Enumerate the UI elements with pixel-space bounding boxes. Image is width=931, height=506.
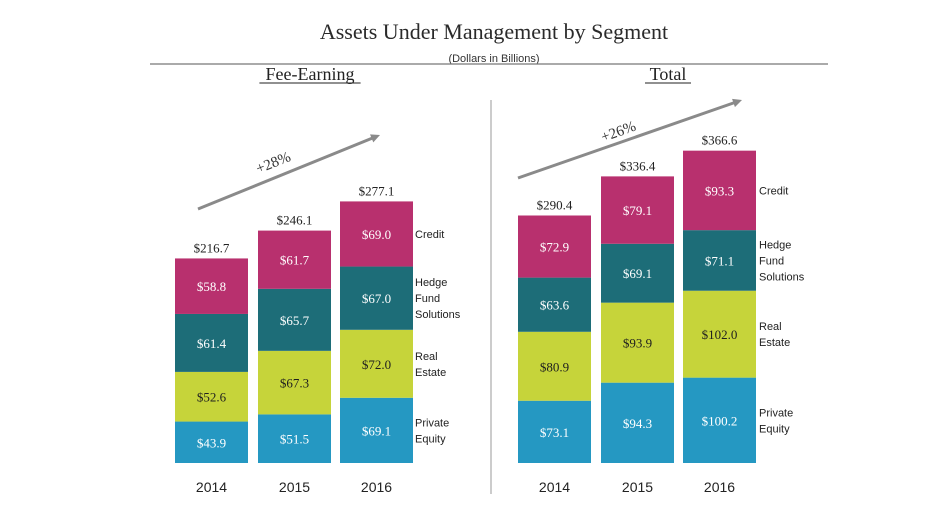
segment-value-label: $69.1 xyxy=(623,266,652,281)
segment-value-label: $102.0 xyxy=(702,327,738,342)
segment-value-label: $52.6 xyxy=(197,390,227,405)
growth-arrow xyxy=(197,136,374,211)
segment-value-label: $72.0 xyxy=(362,357,391,372)
bar-segment-hedge-fund xyxy=(340,266,413,330)
bar-segment-credit xyxy=(175,258,248,314)
bar-total-label: $336.4 xyxy=(620,158,656,173)
chart-panel-fee-earning: Fee-Earning+28%$43.9$52.6$61.4$58.8$216.… xyxy=(175,64,461,495)
bar-segment-real-estate xyxy=(175,371,248,422)
legend-label-real-estate: Real xyxy=(759,321,782,333)
bar-segment-private-equity xyxy=(683,377,756,463)
segment-value-label: $67.0 xyxy=(362,291,391,306)
segment-value-label: $61.7 xyxy=(280,253,310,268)
bar-total-label: $290.4 xyxy=(537,197,573,212)
year-tick-label: 2015 xyxy=(622,479,653,495)
legend-label-credit: Credit xyxy=(415,229,444,241)
year-tick-label: 2014 xyxy=(539,479,570,495)
year-tick-label: 2015 xyxy=(279,479,310,495)
bar-segment-hedge-fund xyxy=(601,243,674,303)
year-tick-label: 2016 xyxy=(361,479,392,495)
segment-value-label: $58.8 xyxy=(197,279,226,294)
bar-segment-credit xyxy=(683,150,756,231)
legend-label-hedge-fund: Hedge xyxy=(759,239,791,251)
segment-value-label: $71.1 xyxy=(705,253,734,268)
bar-total-label: $277.1 xyxy=(359,183,395,198)
panel-title: Fee-Earning xyxy=(266,64,355,84)
segment-value-label: $93.3 xyxy=(705,183,734,198)
bar-segment-hedge-fund xyxy=(518,277,591,332)
bar-total-label: $246.1 xyxy=(277,213,313,228)
chart-panels: Fee-Earning+28%$43.9$52.6$61.4$58.8$216.… xyxy=(175,64,805,495)
bar-segment-private-equity xyxy=(340,397,413,463)
year-tick-label: 2016 xyxy=(704,479,735,495)
bar-segment-real-estate xyxy=(340,329,413,398)
legend-label-hedge-fund: Fund xyxy=(415,293,440,305)
segment-value-label: $69.0 xyxy=(362,227,391,242)
chart-panel-total: Total+26%$73.1$80.9$63.6$72.9$290.42014$… xyxy=(517,64,805,495)
growth-arrow-head xyxy=(732,98,742,108)
segment-value-label: $93.9 xyxy=(623,336,652,351)
bar-segment-hedge-fund xyxy=(258,288,331,351)
legend-label-private-equity: Equity xyxy=(415,433,446,445)
bar-segment-private-equity xyxy=(258,414,331,463)
panel-title: Total xyxy=(650,64,687,84)
legend-label-real-estate: Estate xyxy=(759,337,790,349)
segment-value-label: $43.9 xyxy=(197,435,226,450)
chart-title: Assets Under Management by Segment xyxy=(320,19,668,44)
bar-total-label: $216.7 xyxy=(194,240,230,255)
segment-value-label: $61.4 xyxy=(197,336,227,351)
bar-total-label: $366.6 xyxy=(702,133,738,148)
legend-label-hedge-fund: Solutions xyxy=(415,309,461,321)
legend-label-credit: Credit xyxy=(759,185,788,197)
growth-arrow-head xyxy=(370,134,380,143)
legend-label-real-estate: Estate xyxy=(415,367,446,379)
bar-segment-credit xyxy=(601,176,674,244)
bar-segment-credit xyxy=(258,230,331,289)
year-tick-label: 2014 xyxy=(196,479,227,495)
segment-value-label: $69.1 xyxy=(362,423,391,438)
segment-value-label: $51.5 xyxy=(280,432,309,447)
bar-segment-real-estate xyxy=(683,290,756,378)
bar-segment-real-estate xyxy=(258,350,331,415)
legend-label-hedge-fund: Hedge xyxy=(415,277,447,289)
chart-subtitle: (Dollars in Billions) xyxy=(448,53,539,65)
growth-arrow xyxy=(517,101,735,180)
segment-value-label: $67.3 xyxy=(280,376,309,391)
segment-value-label: $72.9 xyxy=(540,240,569,255)
bar-segment-hedge-fund xyxy=(683,230,756,291)
legend-label-private-equity: Private xyxy=(759,407,793,419)
bar-segment-real-estate xyxy=(518,331,591,401)
segment-value-label: $65.7 xyxy=(280,313,310,328)
bar-segment-credit xyxy=(340,201,413,267)
segment-value-label: $80.9 xyxy=(540,359,569,374)
segment-value-label: $73.1 xyxy=(540,425,569,440)
bar-segment-real-estate xyxy=(601,302,674,383)
legend-label-hedge-fund: Solutions xyxy=(759,271,805,283)
legend-label-private-equity: Equity xyxy=(759,423,790,435)
segment-value-label: $94.3 xyxy=(623,416,652,431)
bar-segment-private-equity xyxy=(601,382,674,463)
bar-segment-private-equity xyxy=(518,400,591,463)
bar-segment-credit xyxy=(518,215,591,278)
segment-value-label: $100.2 xyxy=(702,413,738,428)
bar-segment-hedge-fund xyxy=(175,313,248,372)
legend-label-real-estate: Real xyxy=(415,351,438,363)
segment-value-label: $79.1 xyxy=(623,203,652,218)
legend-label-private-equity: Private xyxy=(415,417,449,429)
bar-segment-private-equity xyxy=(175,421,248,463)
segment-value-label: $63.6 xyxy=(540,298,570,313)
legend-label-hedge-fund: Fund xyxy=(759,255,784,267)
